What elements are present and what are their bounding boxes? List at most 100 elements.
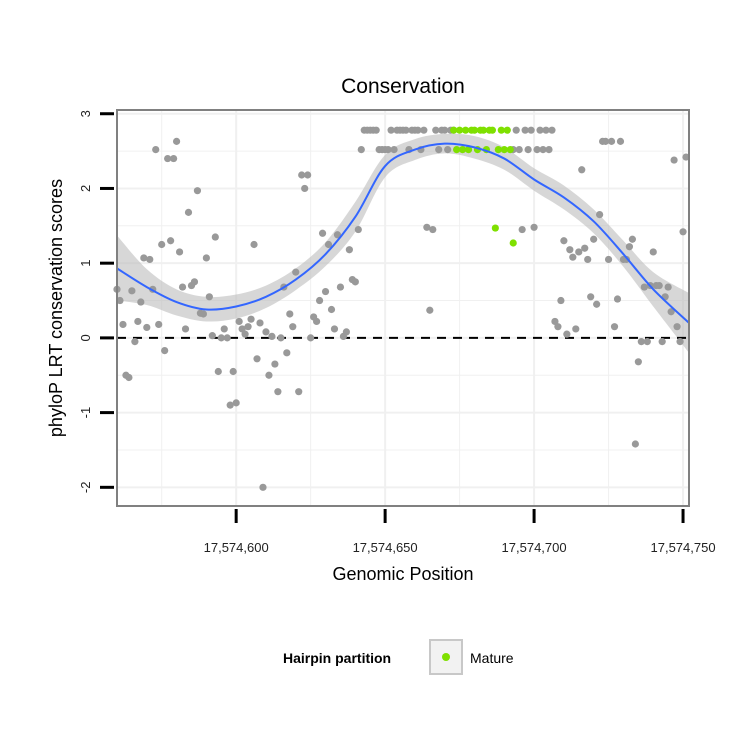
other-point (444, 146, 452, 154)
other-point (244, 323, 252, 331)
other-point (250, 240, 258, 249)
other-point (137, 298, 145, 306)
other-point (274, 388, 282, 396)
other-point (548, 126, 556, 134)
other-point (420, 126, 428, 134)
other-point (351, 278, 359, 286)
other-point (578, 166, 586, 174)
other-point (265, 371, 273, 379)
y-axis: -2 -1 0 1 2 3 (78, 110, 114, 493)
x-axis: 17,574,600 17,574,650 17,574,700 17,574,750 (204, 509, 716, 555)
other-point (575, 248, 583, 256)
legend-label-mature: Mature (470, 650, 514, 666)
mature-point (488, 126, 496, 134)
y-tick-label: -1 (78, 407, 93, 419)
other-point (295, 388, 303, 396)
other-point (172, 137, 181, 145)
x-tick-label: 17,574,700 (502, 540, 567, 555)
other-point (560, 237, 568, 245)
other-point (178, 283, 187, 291)
other-point (262, 328, 270, 336)
other-point (304, 171, 312, 179)
other-point (342, 328, 350, 336)
other-point (554, 323, 562, 331)
other-point (387, 126, 395, 134)
y-tick-label: 3 (78, 110, 93, 117)
other-point (226, 401, 234, 409)
panel-border (116, 109, 690, 507)
other-point (247, 315, 255, 323)
other-point (277, 334, 285, 342)
other-point (330, 325, 339, 333)
other-point (164, 154, 172, 163)
other-point (315, 296, 324, 305)
other-point (593, 300, 601, 308)
confidence-ribbon (117, 133, 689, 353)
other-point (557, 296, 565, 305)
x-tick-label: 17,574,750 (651, 540, 716, 555)
other-point (402, 126, 410, 134)
other-point (271, 360, 279, 368)
other-point (616, 137, 625, 145)
mature-point (500, 146, 508, 154)
other-point (607, 137, 616, 145)
other-point (655, 281, 663, 290)
other-point (193, 187, 202, 195)
x-tick-label: 17,574,650 (353, 540, 418, 555)
other-point (155, 320, 163, 329)
other-point (229, 367, 237, 376)
other-point (161, 346, 169, 355)
other-point (301, 184, 309, 193)
y-tick-label: 0 (78, 334, 93, 341)
other-point (551, 317, 559, 326)
mature-point (464, 146, 473, 154)
other-point (170, 154, 178, 163)
mature-point (506, 146, 514, 154)
other-point (649, 248, 657, 256)
y-tick-label: 1 (78, 260, 93, 267)
y-tick-label: 2 (78, 185, 93, 192)
other-point (613, 295, 622, 303)
other-point (336, 283, 345, 291)
other-point (601, 137, 610, 145)
other-point (235, 317, 243, 326)
other-point (384, 146, 392, 154)
other-point (372, 126, 380, 134)
other-point (327, 305, 336, 314)
other-point (545, 146, 553, 154)
other-point (682, 153, 690, 161)
other-point (119, 320, 127, 329)
other-point (524, 146, 532, 154)
other-point (432, 126, 440, 134)
other-point (590, 235, 598, 243)
other-point (625, 243, 634, 251)
other-point (128, 287, 136, 295)
other-point (256, 319, 264, 327)
other-point (232, 399, 240, 407)
other-point (435, 146, 443, 154)
other-point (318, 229, 327, 237)
other-point (134, 317, 142, 326)
other-point (643, 338, 651, 346)
mature-point (453, 146, 461, 154)
other-point (581, 244, 589, 252)
other-point (518, 225, 526, 234)
other-point (125, 373, 133, 382)
other-point (539, 146, 547, 154)
mature-point (461, 126, 470, 134)
other-point (441, 126, 449, 134)
other-point (530, 223, 538, 231)
other-point (667, 308, 675, 316)
other-point (190, 278, 199, 286)
y-tick-label: -2 (78, 482, 93, 494)
other-point (542, 126, 550, 134)
other-point (679, 228, 687, 236)
other-point (217, 334, 225, 342)
other-point (515, 146, 523, 154)
other-point (658, 338, 666, 346)
other-point (202, 254, 210, 262)
other-point (116, 296, 124, 305)
other-point (345, 246, 353, 254)
other-point (146, 255, 154, 264)
